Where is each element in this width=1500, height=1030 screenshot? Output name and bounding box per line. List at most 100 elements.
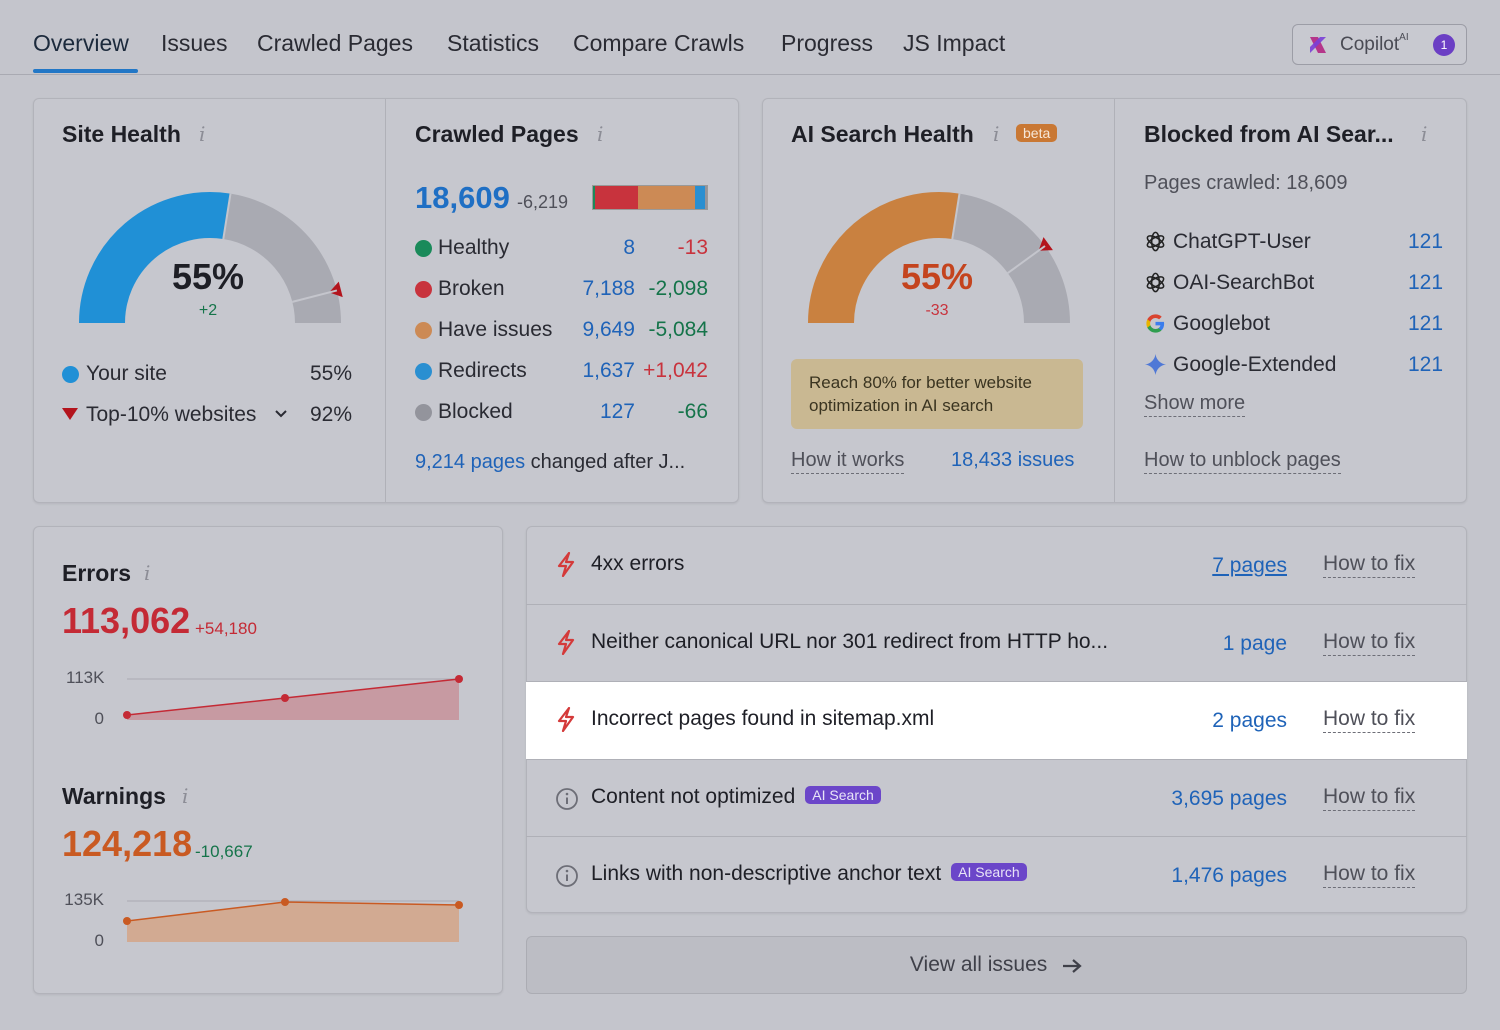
copilot-logo-icon [1310,37,1326,53]
issue-pages-link[interactable]: 7 pages [1212,554,1287,577]
info-icon[interactable]: i [993,122,1000,146]
blocked-title: Blocked from AI Sear... [1144,121,1394,147]
chart-point[interactable] [123,711,131,719]
chart-point[interactable] [123,917,131,925]
how-to-fix-link[interactable]: How to fix [1323,552,1416,578]
issue-pages-link[interactable]: 1,476 pages [1171,864,1287,888]
breakdown-label: Broken [438,277,505,300]
issue-divider [526,836,1467,838]
ai-search-health-delta: -33 [925,302,949,319]
broken-bar-segment [594,186,639,209]
issue-title[interactable]: Neither canonical URL nor 301 redirect f… [591,629,1109,653]
breakdown-value[interactable]: 8 [623,236,635,259]
site-health-delta: +2 [198,302,218,319]
warnings-value[interactable]: 124,218 [62,823,193,864]
error-bolt-icon [557,707,575,733]
error-bolt-icon [557,552,575,577]
tab-compare-crawls[interactable]: Compare Crawls [573,30,745,56]
changed-pages-footer: 9,214 pages changed after J... [415,451,686,473]
view-all-issues-button[interactable]: View all issues [526,936,1467,994]
breakdown-label: Blocked [438,400,513,423]
how-to-fix-link[interactable]: How to fix [1323,707,1416,734]
chevron-down-icon[interactable] [274,409,288,419]
bot-blocked-count[interactable]: 121 [1408,230,1444,253]
bot-name: ChatGPT-User [1173,230,1311,253]
how-to-unblock-link[interactable]: How to unblock pages [1144,449,1341,474]
issue-row[interactable]: Neither canonical URL nor 301 redirect f… [526,604,1467,682]
issue-pages-link[interactable]: 1 page [1222,631,1287,655]
issue-title[interactable]: Links with non-descriptive anchor text AI… [591,862,1027,886]
breakdown-value[interactable]: 127 [599,400,635,423]
openai-icon [1146,231,1165,252]
info-icon[interactable]: i [597,122,604,146]
bot-name: Googlebot [1173,312,1270,335]
how-it-works-link[interactable]: How it works [791,449,905,474]
issue-row[interactable]: Content not optimized AI Search 3,695 page… [526,759,1467,837]
info-icon[interactable]: i [144,561,151,585]
issue-divider [526,758,1467,760]
copilot-button[interactable]: CopilotAI 1 [1292,24,1467,65]
tab-progress[interactable]: Progress [781,30,874,56]
warnings-sparkline [123,898,463,942]
your-site-value: 55% [310,362,353,385]
gauge-target-tick [292,289,338,303]
how-to-fix-link[interactable]: How to fix [1323,785,1416,811]
issue-title[interactable]: Content not optimized AI Search [591,785,881,809]
tab-statistics[interactable]: Statistics [447,30,540,56]
bot-blocked-count[interactable]: 121 [1408,271,1444,294]
crawled-pages-total[interactable]: 18,609 [415,180,510,215]
issue-pages-link[interactable]: 3,695 pages [1171,786,1287,810]
bot-blocked-count[interactable]: 121 [1408,353,1444,376]
errors-y-max: 113K [66,668,105,687]
issue-title[interactable]: 4xx errors [591,552,685,575]
tab-crawled-pages[interactable]: Crawled Pages [257,30,413,56]
crawled-pages-title: Crawled Pages [415,121,579,147]
issue-row[interactable]: Links with non-descriptive anchor text AI… [526,836,1467,914]
breakdown-label: Have issues [438,318,553,341]
active-tab-indicator [33,69,138,73]
breakdown-value[interactable]: 7,188 [582,277,635,300]
breakdown-value[interactable]: 9,649 [582,318,635,341]
issue-title[interactable]: Incorrect pages found in sitemap.xml [591,707,935,731]
ai-search-badge: AI Search [951,863,1027,882]
how-to-fix-link[interactable]: How to fix [1323,630,1416,656]
top10-value: 92% [310,403,353,426]
issue-row[interactable]: Incorrect pages found in sitemap.xml 2 pa… [526,681,1467,760]
copilot-label: CopilotAI [1340,32,1409,55]
tab-issues[interactable]: Issues [161,30,228,56]
info-icon[interactable]: i [182,784,189,808]
info-icon[interactable]: i [199,122,206,146]
chart-point[interactable] [281,694,289,702]
issue-pages-link[interactable]: 2 pages [1212,709,1287,733]
card-divider [1114,99,1115,502]
arrow-right-icon [1063,959,1082,973]
site-health-percent: 55% [171,256,245,297]
bot-name: OAI-SearchBot [1173,271,1315,294]
info-icon[interactable]: i [1421,122,1428,146]
gemini-icon [1144,353,1167,376]
breakdown-label: Healthy [438,236,510,259]
tab-js-impact[interactable]: JS Impact [903,30,1006,56]
errors-value[interactable]: 113,062 [62,600,191,641]
pages-crawled-label: Pages crawled: 18,609 [1144,172,1348,194]
breakdown-value[interactable]: 1,637 [582,359,635,382]
google-icon [1146,314,1165,333]
chart-point[interactable] [455,675,463,683]
bot-blocked-count[interactable]: 121 [1408,312,1444,335]
issue-divider [526,681,1467,683]
info-circle-icon [556,865,578,888]
redirects-bar-segment [695,186,706,209]
chart-point[interactable] [455,901,463,909]
chart-point[interactable] [281,898,289,906]
tab-overview[interactable]: Overview [33,30,129,56]
ai-issues-link[interactable]: 18,433 issues [951,449,1075,471]
issue-row[interactable]: 4xx errors 7 pages How to fix [526,526,1467,604]
your-site-dot [62,366,79,383]
breakdown-label: Redirects [438,359,527,382]
changed-pages-link[interactable]: 9,214 pages [415,451,526,473]
errors-y-min: 0 [94,709,104,728]
ai-search-tip: Reach 80% for better website optimizatio… [791,359,1083,429]
show-more-link[interactable]: Show more [1144,392,1246,417]
breakdown-delta: -5,084 [648,318,708,341]
how-to-fix-link[interactable]: How to fix [1323,862,1416,889]
